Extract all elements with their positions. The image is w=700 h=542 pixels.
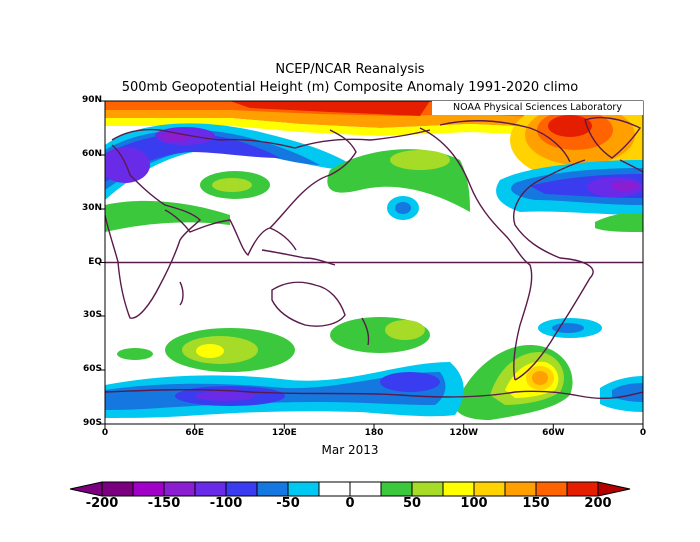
americas-east-coast	[513, 159, 594, 381]
colorbar-cell	[101, 481, 134, 497]
americas-west-coast	[419, 127, 533, 381]
iberia-britain-coast	[619, 159, 643, 173]
asia-positive-inner	[212, 178, 252, 192]
colorbar-tick-label: -50	[276, 496, 300, 511]
lon-label-60e: 60E	[185, 428, 205, 438]
colorbar-cell	[225, 481, 258, 497]
chart-title: NCEP/NCAR Reanalysis	[275, 62, 425, 77]
lon-label-180: 180	[364, 428, 384, 438]
colorbar-cell	[256, 481, 289, 497]
n-pacific-positive-inner	[390, 150, 450, 170]
colorbar-tick-label: -200	[85, 496, 119, 511]
colorbar-cell	[132, 481, 165, 497]
europe-low-peak	[105, 147, 150, 183]
chart-subtitle: 500mb Geopotential Height (m) Composite …	[121, 80, 579, 95]
greenland-high-peak	[548, 115, 592, 137]
s-indian-low-core	[195, 391, 255, 401]
colorbar-cell	[473, 481, 506, 497]
s-pacific-positive-inner	[385, 320, 425, 340]
s-indian-positive-core	[196, 344, 224, 358]
colorbar-cell	[504, 481, 537, 497]
antarctica-coast	[105, 389, 643, 399]
lat-label-60s: 60S	[82, 364, 102, 374]
east-asia-coast	[269, 129, 357, 229]
lon-label-0-east: 0	[639, 428, 647, 438]
ne-pacific-low-inner	[395, 202, 411, 214]
n-subtropical-positive	[105, 200, 230, 232]
n-atlantic-positive	[595, 212, 643, 232]
europe-arctic-coast	[111, 128, 431, 149]
colorbar-low-arrow	[69, 481, 103, 497]
n-atlantic-low-max	[611, 181, 639, 191]
lon-label-120w: 120W	[449, 428, 479, 438]
colorbar-cell	[535, 481, 568, 497]
arabia-india-coast	[164, 209, 297, 257]
eurasia-low-core	[105, 133, 280, 182]
arctic-positive-core	[230, 101, 430, 116]
anomaly-field	[105, 101, 643, 424]
lon-label-0-west: 0	[101, 428, 109, 438]
colorbar-tick-label: 50	[402, 496, 422, 511]
s-atlantic-positive	[117, 348, 153, 360]
peninsula-high-max	[532, 371, 548, 385]
new-zealand-coast	[361, 317, 370, 346]
colorbar-tick-label: -100	[209, 496, 243, 511]
greenland-coast	[584, 116, 642, 159]
colorbar-cell	[287, 481, 320, 497]
lat-label-90s: 90S	[82, 418, 102, 428]
lat-label-30n: 30N	[81, 203, 102, 213]
colorbar-cell	[566, 481, 599, 497]
colorbar-cell	[442, 481, 475, 497]
colorbar-cell	[318, 481, 351, 497]
colorbar-tick-label: 100	[460, 496, 488, 511]
credit-label: NOAA Physical Sciences Laboratory	[432, 101, 643, 115]
axis-ticks	[100, 100, 644, 429]
colorbar-cell	[349, 481, 382, 497]
colorbar-cell	[163, 481, 196, 497]
colorbar	[69, 481, 631, 497]
lat-label-60n: 60N	[81, 149, 102, 159]
lon-label-60w: 60W	[542, 428, 565, 438]
colorbar-tick-label: 150	[522, 496, 550, 511]
lat-label-eq: EQ	[88, 257, 102, 267]
coastlines	[105, 116, 643, 399]
north-america-arctic-coast	[439, 120, 571, 163]
s-pacific-low	[380, 372, 440, 392]
colorbar-cell	[380, 481, 413, 497]
madagascar-coast	[179, 281, 184, 306]
colorbar-cell	[411, 481, 444, 497]
australia-coast	[271, 281, 346, 327]
lat-label-90n: 90N	[81, 95, 102, 105]
lat-label-30s: 30S	[82, 310, 102, 320]
europe-africa-coast	[105, 144, 201, 319]
colorbar-tick-label: -150	[147, 496, 181, 511]
colorbar-tick-label: 200	[584, 496, 612, 511]
colorbar-high-arrow	[597, 481, 631, 497]
lon-label-120e: 120E	[271, 428, 297, 438]
colorbar-cell	[194, 481, 227, 497]
colorbar-tick-label: 0	[345, 496, 355, 511]
s-atlantic-low-inner	[552, 323, 584, 333]
date-label: Mar 2013	[321, 443, 379, 457]
arctic-positive-band-outer	[105, 118, 643, 140]
